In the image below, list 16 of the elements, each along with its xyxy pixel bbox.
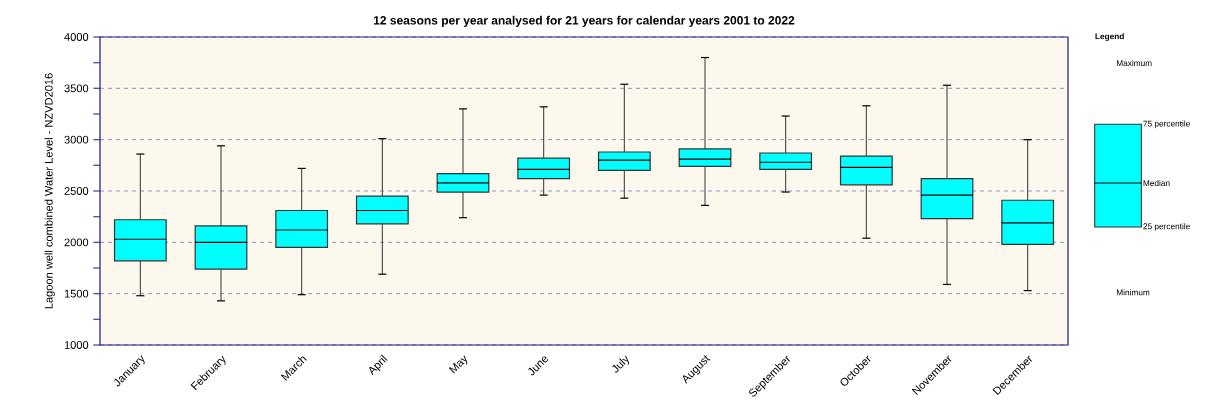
y-tick-label: 4000 xyxy=(64,33,89,41)
text: Median xyxy=(1143,179,1170,187)
y-axis-title: Lagoon well combined Water Level - NZVD2016 xyxy=(44,73,55,309)
y-tick-label: 1000 xyxy=(64,341,89,349)
y-tick-label: 3500 xyxy=(64,84,89,93)
text: 25 percentile xyxy=(1143,223,1190,231)
y-tick-label: 1500 xyxy=(64,289,89,298)
y-tick-label: 2000 xyxy=(64,238,89,247)
text: Minimum xyxy=(1116,289,1150,296)
x-tick-label: July xyxy=(612,355,629,373)
text: Legend xyxy=(1095,33,1124,41)
text: Maximum xyxy=(1116,59,1152,67)
text: 75 percentile xyxy=(1143,120,1190,129)
chart-title: 12 seasons per year analysed for 21 years for calendar years 2001 to 2022 xyxy=(373,15,795,27)
y-tick-label: 2500 xyxy=(64,187,89,195)
y-tick-label: 3000 xyxy=(64,135,89,144)
